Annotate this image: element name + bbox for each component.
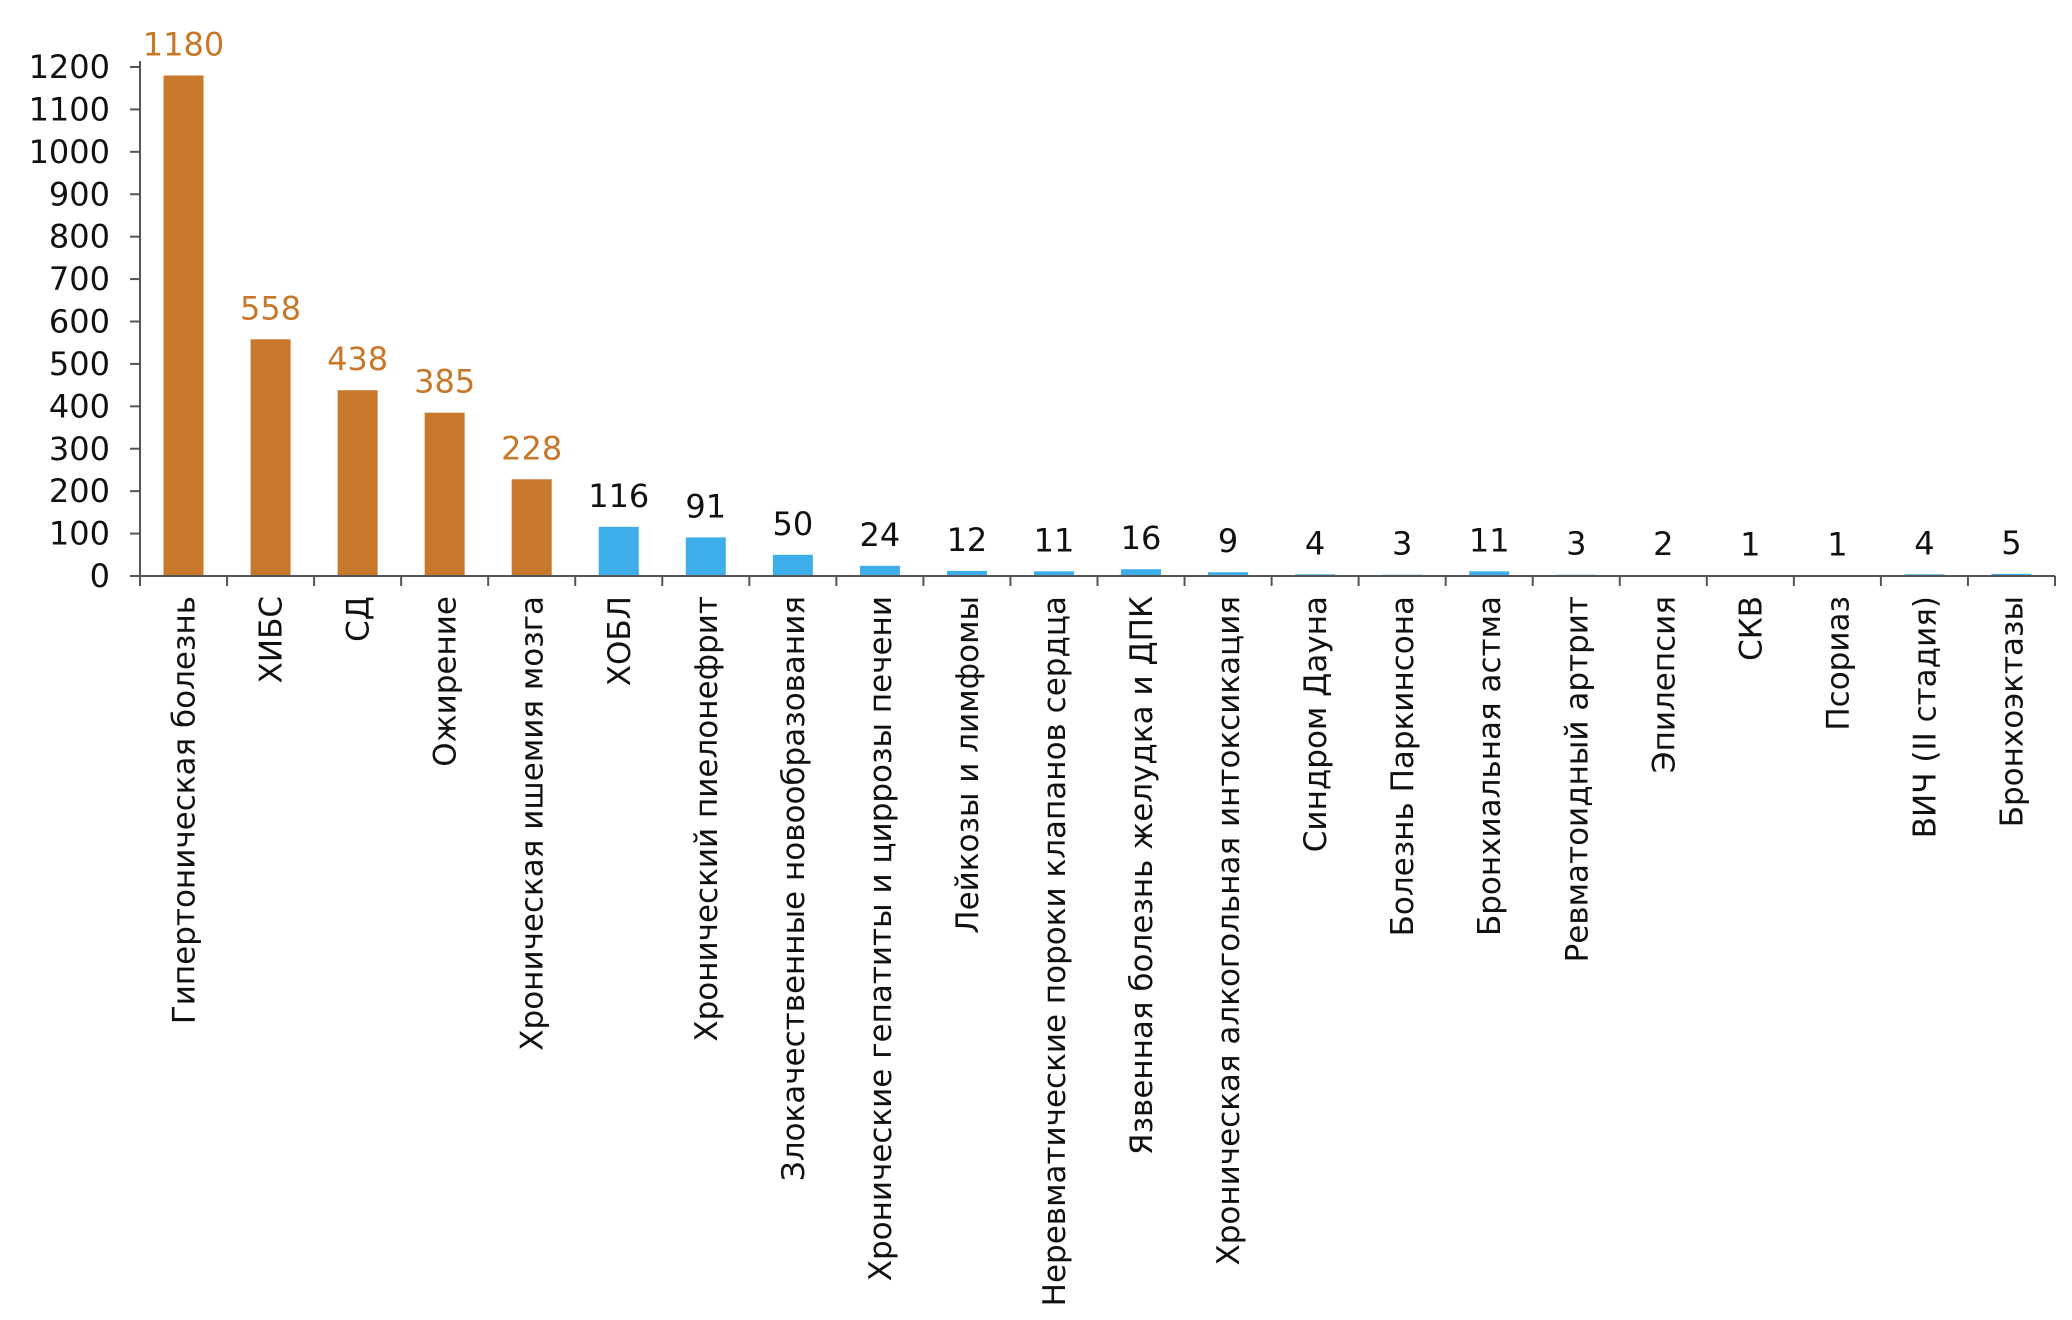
category-label: ВИЧ (II стадия) bbox=[1907, 596, 1943, 838]
category-label: Хронический пиелонефрит bbox=[689, 596, 725, 1042]
bar bbox=[859, 565, 900, 576]
category-label: ХОБЛ bbox=[602, 596, 638, 686]
bar bbox=[598, 526, 639, 576]
bar bbox=[685, 537, 726, 576]
y-tick-label: 0 bbox=[90, 557, 110, 595]
category-label: Неревматические пороки клапанов сердца bbox=[1037, 596, 1073, 1306]
data-label: 385 bbox=[414, 363, 475, 401]
category-label: Бронхоэктазы bbox=[1994, 596, 2030, 827]
category-label: Гипертоническая болезнь bbox=[167, 596, 203, 1024]
data-label: 4 bbox=[1305, 524, 1325, 562]
data-label: 558 bbox=[240, 289, 301, 327]
data-label: 228 bbox=[501, 429, 562, 467]
data-label: 1 bbox=[1740, 526, 1760, 564]
category-label: Псориаз bbox=[1820, 596, 1856, 731]
y-tick-label: 200 bbox=[49, 472, 110, 510]
data-label: 4 bbox=[1914, 524, 1934, 562]
data-label: 24 bbox=[860, 516, 901, 554]
data-label: 3 bbox=[1566, 525, 1586, 563]
data-label: 9 bbox=[1218, 522, 1238, 560]
category-label: Болезнь Паркинсона bbox=[1385, 596, 1421, 936]
category-label: ХИБС bbox=[254, 596, 290, 683]
data-label: 2 bbox=[1653, 525, 1673, 563]
data-label: 1 bbox=[1827, 526, 1847, 564]
y-tick-label: 1100 bbox=[29, 90, 110, 128]
bars bbox=[163, 75, 2032, 576]
category-label: Эпилепсия bbox=[1646, 596, 1682, 773]
category-label: Бронхиальная астма bbox=[1472, 596, 1508, 936]
data-label: 11 bbox=[1034, 521, 1075, 559]
bar bbox=[163, 75, 204, 576]
category-label: Ревматоидный артрит bbox=[1559, 596, 1595, 962]
data-label: 438 bbox=[327, 340, 388, 378]
data-label: 116 bbox=[588, 477, 649, 515]
y-tick-label: 500 bbox=[49, 345, 110, 383]
category-label: СКВ bbox=[1733, 596, 1769, 661]
category-label: Лейкозы и лимфомы bbox=[950, 596, 986, 934]
data-label: 3 bbox=[1392, 525, 1412, 563]
category-label: Язвенная болезнь желудка и ДПК bbox=[1124, 596, 1160, 1155]
y-tick-label: 800 bbox=[49, 218, 110, 256]
category-label: Хронические гепатиты и циррозы печени bbox=[863, 596, 899, 1281]
y-tick-label: 700 bbox=[49, 260, 110, 298]
category-label: Злокачественные новообразования bbox=[776, 596, 812, 1181]
bar bbox=[511, 479, 552, 576]
bar bbox=[1033, 571, 1074, 576]
y-tick-label: 300 bbox=[49, 430, 110, 468]
bar bbox=[1991, 573, 2032, 576]
bar bbox=[337, 390, 378, 576]
y-axis: 0 100 200 300 400 500 600 700 800 900 1000 1100 1200 bbox=[29, 48, 141, 595]
y-tick-label: 900 bbox=[49, 175, 110, 213]
bar bbox=[1469, 571, 1510, 576]
category-label: СД bbox=[341, 596, 377, 642]
y-tick-label: 400 bbox=[49, 387, 110, 425]
y-tick-label: 1200 bbox=[29, 48, 110, 86]
x-axis bbox=[139, 575, 2056, 586]
data-label: 12 bbox=[947, 521, 988, 559]
y-tick-label: 1000 bbox=[29, 133, 110, 171]
y-tick-label: 600 bbox=[49, 303, 110, 341]
bar bbox=[1208, 572, 1249, 576]
data-label: 5 bbox=[2001, 524, 2021, 562]
bar bbox=[772, 554, 813, 576]
category-labels: Гипертоническая болезнь ХИБС СД Ожирение Хро… bbox=[167, 596, 2031, 1306]
category-label: Синдром Дауна bbox=[1298, 596, 1334, 852]
bar bbox=[250, 339, 291, 576]
data-label: 1180 bbox=[143, 25, 224, 63]
y-tick-label: 100 bbox=[49, 515, 110, 553]
bar bbox=[424, 412, 465, 576]
category-label: Хроническая ишемия мозга bbox=[515, 596, 551, 1051]
data-label: 50 bbox=[772, 505, 813, 543]
data-label: 11 bbox=[1469, 521, 1510, 559]
category-label: Ожирение bbox=[428, 596, 464, 767]
category-label: Хроническая алкогольная интоксикация bbox=[1211, 596, 1247, 1266]
data-label: 91 bbox=[685, 487, 726, 525]
bar bbox=[1121, 569, 1162, 576]
data-label: 16 bbox=[1121, 519, 1162, 557]
bar bbox=[946, 570, 987, 576]
